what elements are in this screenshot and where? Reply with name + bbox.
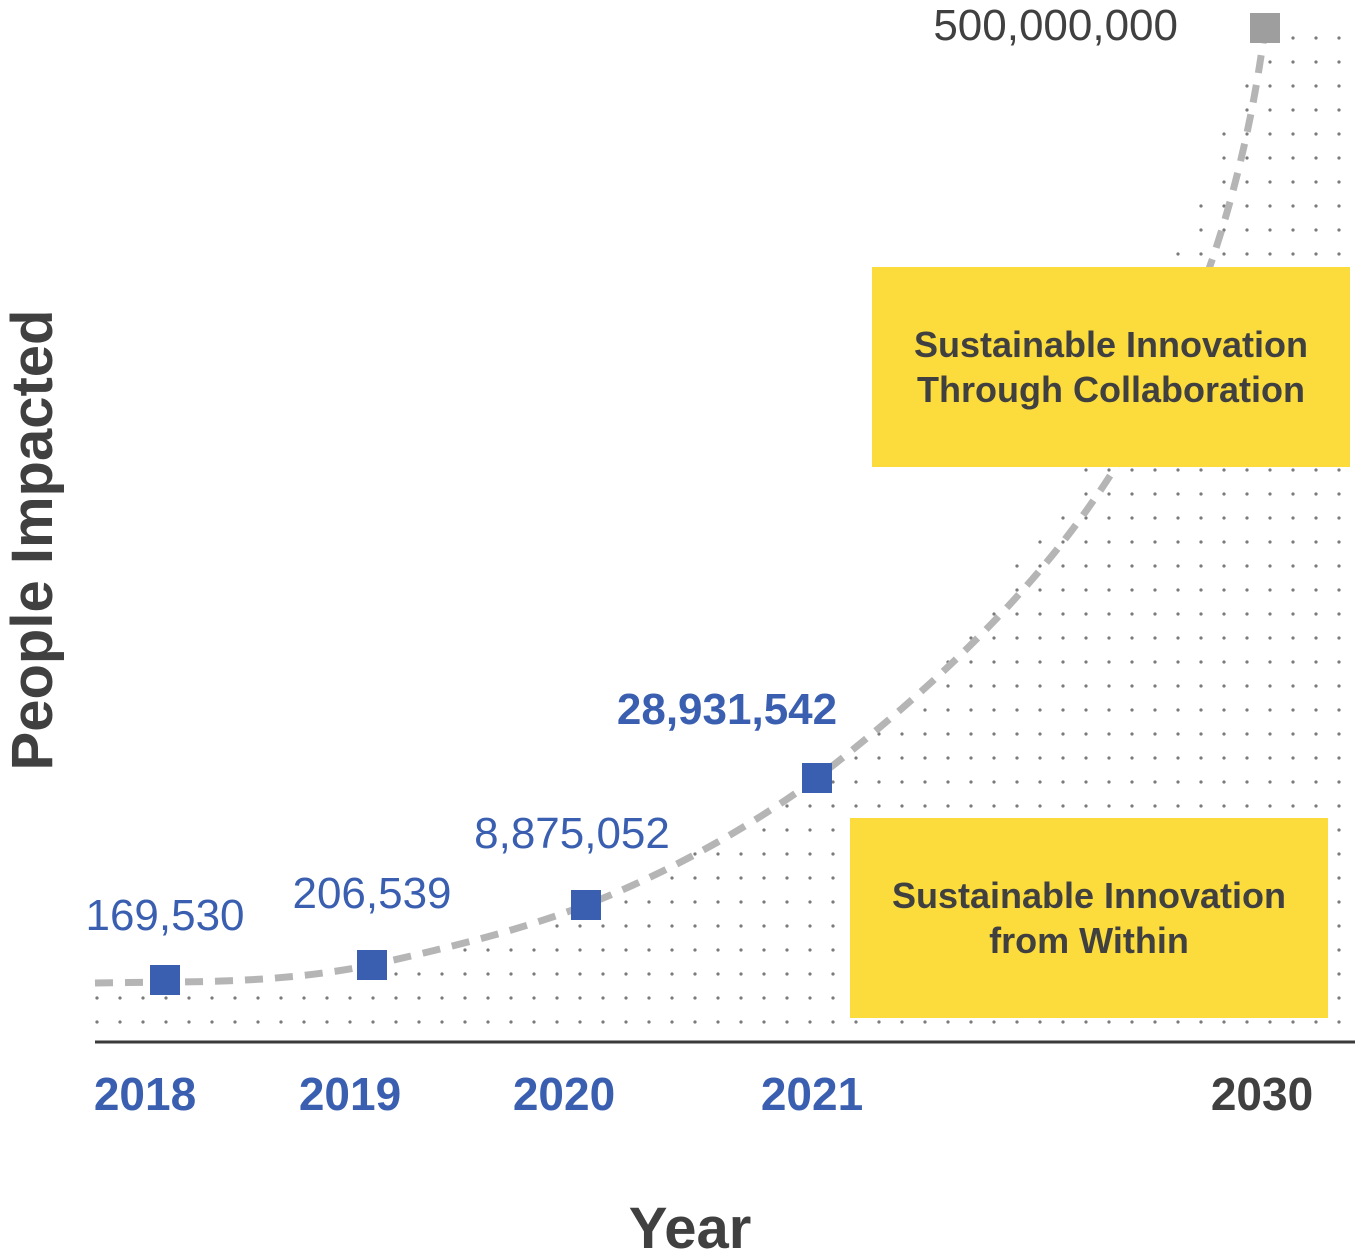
data-point-2021: [802, 763, 832, 793]
data-point-2019: [357, 950, 387, 980]
annotation-within: Sustainable Innovation from Within: [850, 818, 1328, 1018]
x-axis-title: Year: [629, 1196, 752, 1254]
data-label-2019: 206,539: [292, 869, 451, 918]
data-label-2030: 500,000,000: [933, 1, 1178, 50]
data-point-2030: [1250, 13, 1280, 43]
y-axis-title: People Impacted: [0, 310, 65, 771]
x-tick-label-2021: 2021: [761, 1068, 863, 1120]
data-point-2018: [150, 965, 180, 995]
data-point-2020: [571, 890, 601, 920]
annotation-collaboration: Sustainable Innovation Through Collabora…: [872, 267, 1350, 467]
data-label-2020: 8,875,052: [474, 809, 670, 858]
x-tick-label-2018: 2018: [94, 1068, 196, 1120]
x-tick-label-2020: 2020: [513, 1068, 615, 1120]
data-label-2018: 169,530: [85, 891, 244, 940]
data-label-2021: 28,931,542: [617, 685, 837, 734]
x-tick-label-2019: 2019: [299, 1068, 401, 1120]
x-tick-label-2030: 2030: [1211, 1068, 1313, 1120]
